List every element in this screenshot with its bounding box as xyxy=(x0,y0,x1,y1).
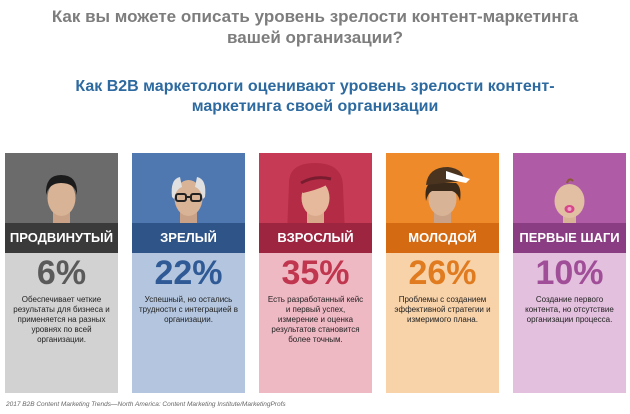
level-description: Обеспечивает четкие результаты для бизне… xyxy=(13,295,110,344)
maturity-level-label: ПЕРВЫЕ ШАГИ xyxy=(513,223,626,253)
card-stats-area: 6% Обеспечивает четкие результаты для би… xyxy=(5,253,118,393)
maturity-level-label: ПРОДВИНУТЫЙ xyxy=(5,223,118,253)
level-description: Создание первого контента, но отсутствие… xyxy=(525,295,614,324)
maturity-card-mature: ЗРЕЛЫЙ 22% Успешный, но остались труднос… xyxy=(132,153,245,393)
maturity-card-first-steps: ПЕРВЫЕ ШАГИ 10% Создание первого контент… xyxy=(513,153,626,393)
source-citation: 2017 B2B Content Marketing Trends—North … xyxy=(6,401,286,408)
title-line-2: вашей организации? xyxy=(227,28,403,47)
percentage-value: 26% xyxy=(408,254,477,292)
maturity-card-adult: ВЗРОСЛЫЙ 35% Есть разработанный кейс и п… xyxy=(259,153,372,393)
level-description: Проблемы с созданием эффективной стратег… xyxy=(394,295,491,324)
percentage-value: 22% xyxy=(154,254,223,292)
card-stats-area: 26% Проблемы с созданием эффективной стр… xyxy=(386,253,499,393)
level-description: Успешный, но остались трудности с интегр… xyxy=(138,295,239,324)
maturity-card-young: МОЛОДОЙ 26% Проблемы с созданием эффекти… xyxy=(386,153,499,393)
maturity-level-label: ЗРЕЛЫЙ xyxy=(132,223,245,253)
percentage-value: 35% xyxy=(281,254,350,292)
maturity-card-advanced: ПРОДВИНУТЫЙ 6% Обеспечивает четкие резул… xyxy=(5,153,118,393)
card-stats-area: 10% Создание первого контента, но отсутс… xyxy=(513,253,626,393)
page-title: Как вы можете описать уровень зрелости к… xyxy=(0,6,630,48)
percentage-value: 10% xyxy=(535,254,604,292)
title-line-1: Как вы можете описать уровень зрелости к… xyxy=(51,7,579,26)
level-description: Есть разработанный кейс и первый успех, … xyxy=(267,295,364,344)
subtitle-line-1: Как B2B маркетологи оценивают уровень зр… xyxy=(75,78,555,95)
card-stats-area: 35% Есть разработанный кейс и первый усп… xyxy=(259,253,372,393)
subtitle-line-2: маркетинга своей организации xyxy=(191,98,439,115)
maturity-level-label: МОЛОДОЙ xyxy=(386,223,499,253)
card-stats-area: 22% Успешный, но остались трудности с ин… xyxy=(132,253,245,393)
percentage-value: 6% xyxy=(36,254,87,292)
page-subtitle: Как B2B маркетологи оценивают уровень зр… xyxy=(0,77,630,117)
maturity-level-label: ВЗРОСЛЫЙ xyxy=(259,223,372,253)
